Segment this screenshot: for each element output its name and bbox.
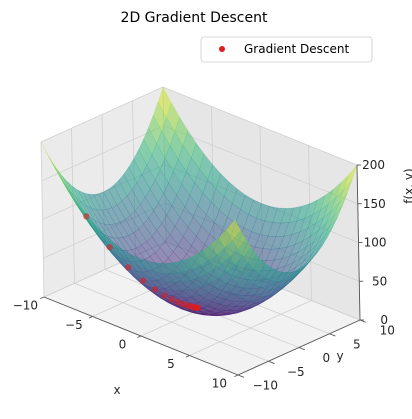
descent-path [83, 213, 202, 312]
descent-point-0 [83, 213, 90, 220]
z-tick-label-3: 150 [363, 197, 386, 211]
y-tick-label-3: 5 [353, 337, 361, 351]
descent-point-6 [168, 296, 176, 303]
x-tick-2 [137, 335, 142, 339]
x-tick-1 [88, 316, 93, 319]
legend-marker-gradient-descent [219, 46, 225, 52]
descent-point-4 [151, 286, 159, 293]
y-tick-0 [237, 374, 244, 378]
legend-frame [200, 36, 373, 63]
y-tick-2 [298, 347, 305, 351]
descent-point-1 [106, 243, 113, 251]
descent-point-3 [139, 277, 147, 284]
descent-point-15 [194, 304, 202, 312]
descent-point-2 [125, 264, 132, 271]
y-tick-label-2: 0 [322, 351, 330, 365]
x-tick-4 [234, 374, 239, 378]
x-tick-label-0: −10 [13, 299, 38, 313]
y-axis-label: y [336, 349, 343, 363]
surface [40, 86, 358, 316]
y-tick-label-0: −10 [253, 379, 278, 393]
descent-point-7 [174, 298, 182, 306]
z-tick-label-1: 50 [372, 274, 387, 288]
legend: Gradient Descent [200, 36, 373, 63]
x-tick-0 [40, 296, 45, 300]
surface-patch-575 [226, 219, 241, 240]
y-tick-1 [268, 360, 275, 365]
x-tick-label-1: −5 [65, 318, 83, 332]
z-tick-label-0: 0 [380, 313, 388, 327]
chart-title: 2D Gradient Descent [121, 10, 268, 26]
y-tick-label-1: −5 [287, 365, 305, 379]
x-tick-label-2: 0 [119, 338, 127, 352]
x-tick-label-4: 10 [212, 377, 227, 391]
x-tick-3 [185, 355, 190, 358]
z-tick-label-4: 200 [362, 158, 385, 172]
y-tick-3 [329, 333, 336, 337]
x-tick-label-3: 5 [167, 357, 175, 371]
legend-label-gradient-descent: Gradient Descent [244, 42, 350, 56]
z-tick-label-2: 100 [364, 236, 387, 250]
z-axis-label: f(x, y) [402, 168, 412, 203]
y-tick-label-4: 10 [380, 324, 395, 338]
x-axis-label: x [113, 383, 120, 397]
descent-point-5 [161, 292, 168, 299]
